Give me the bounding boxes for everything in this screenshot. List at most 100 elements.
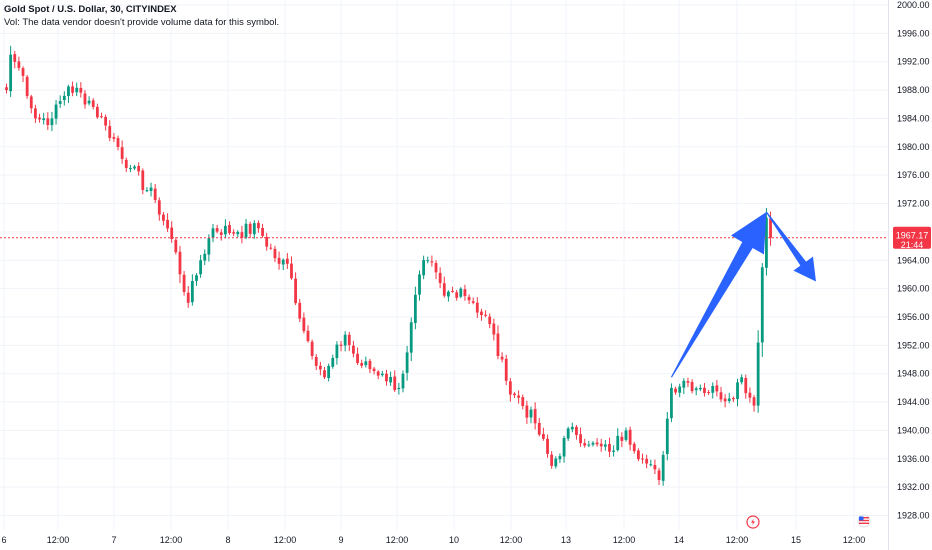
candle-down bbox=[17, 61, 21, 68]
candle-down bbox=[703, 387, 706, 393]
candle-down bbox=[219, 232, 223, 235]
candle-down bbox=[686, 381, 690, 383]
candle-up bbox=[397, 387, 401, 390]
candle-up bbox=[129, 168, 132, 170]
candle-up bbox=[711, 386, 715, 393]
candle-down bbox=[38, 117, 41, 120]
price-tag-countdown: 21:44 bbox=[901, 240, 924, 250]
candle-up bbox=[612, 450, 616, 452]
arrow-up-annotation[interactable] bbox=[670, 212, 767, 378]
price-tick-label: 1944.00 bbox=[897, 397, 930, 407]
candle-down bbox=[120, 147, 124, 159]
time-tick-label: 10 bbox=[449, 535, 459, 545]
candle-down bbox=[356, 353, 359, 364]
candle-down bbox=[372, 368, 376, 372]
candle-down bbox=[438, 272, 442, 283]
candle-down bbox=[434, 262, 438, 273]
arrow-down-annotation[interactable] bbox=[765, 211, 816, 282]
candle-up bbox=[566, 428, 570, 439]
candle-up bbox=[211, 228, 215, 238]
candle-up bbox=[401, 373, 405, 389]
candle-down bbox=[170, 227, 174, 239]
candle-down bbox=[525, 405, 529, 418]
candle-down bbox=[769, 218, 772, 238]
candlestick-series bbox=[5, 45, 772, 486]
symbol-title[interactable]: Gold Spot / U.S. Dollar, 30, CITYINDEX bbox=[4, 4, 177, 15]
candle-down bbox=[21, 68, 25, 76]
candle-up bbox=[335, 344, 339, 359]
candle-up bbox=[331, 357, 335, 367]
candle-down bbox=[533, 409, 537, 424]
candle-up bbox=[570, 426, 574, 430]
candle-down bbox=[628, 429, 632, 445]
candle-up bbox=[42, 118, 46, 121]
candle-down bbox=[546, 438, 549, 454]
candle-down bbox=[186, 292, 190, 303]
time-tick-label: 12:00 bbox=[386, 535, 409, 545]
candle-up bbox=[459, 288, 463, 297]
chart-grid bbox=[0, 0, 888, 530]
price-axis[interactable]: 2000.00 1996.00 1992.00 1988.00 1984.00 1980.… bbox=[897, 0, 930, 521]
candle-down bbox=[310, 341, 314, 356]
candle-down bbox=[100, 116, 103, 118]
candle-up bbox=[380, 373, 384, 376]
us-flag-icon[interactable] bbox=[857, 514, 871, 528]
candle-down bbox=[471, 301, 475, 303]
price-tick-label: 1952.00 bbox=[897, 340, 930, 350]
price-tick-label: 1932.00 bbox=[897, 482, 930, 492]
candle-down bbox=[480, 311, 483, 316]
candle-down bbox=[79, 87, 83, 93]
candle-down bbox=[521, 397, 525, 407]
candle-down bbox=[302, 317, 306, 332]
candle-down bbox=[232, 232, 236, 234]
candle-down bbox=[517, 395, 521, 398]
price-tick-label: 1976.00 bbox=[897, 170, 930, 180]
volume-note: Vol: The data vendor doesn't provide vol… bbox=[4, 17, 280, 28]
time-tick-label: 12:00 bbox=[500, 535, 523, 545]
drawing-arrows[interactable] bbox=[670, 211, 816, 378]
candle-down bbox=[182, 274, 186, 292]
candle-down bbox=[731, 397, 735, 400]
candle-up bbox=[418, 274, 421, 295]
candle-down bbox=[579, 434, 582, 444]
candle-down bbox=[228, 225, 231, 234]
candle-down bbox=[385, 373, 388, 382]
candle-down bbox=[323, 370, 326, 378]
candle-down bbox=[707, 392, 710, 394]
lightning-event-icon[interactable] bbox=[746, 515, 760, 529]
candle-up bbox=[591, 442, 595, 445]
candle-down bbox=[257, 222, 260, 229]
candle-down bbox=[265, 236, 269, 247]
candle-up bbox=[62, 95, 66, 101]
candle-down bbox=[298, 302, 302, 319]
time-axis[interactable]: 6 12:00 7 12:00 8 12:00 9 12:00 10 12:00 13 12:00 14… bbox=[1, 535, 865, 545]
candle-down bbox=[657, 470, 661, 481]
candle-down bbox=[620, 436, 624, 441]
candle-up bbox=[422, 260, 426, 276]
candle-up bbox=[558, 456, 562, 460]
candle-up bbox=[405, 352, 409, 373]
candle-down bbox=[467, 296, 471, 301]
candle-down bbox=[537, 422, 541, 435]
candle-up bbox=[58, 101, 62, 104]
candle-up bbox=[9, 54, 13, 92]
candle-up bbox=[327, 365, 331, 378]
candle-up bbox=[665, 418, 669, 454]
candle-down bbox=[641, 458, 644, 460]
time-tick-label: 6 bbox=[1, 535, 6, 545]
candle-up bbox=[529, 409, 533, 418]
candle-down bbox=[162, 214, 165, 221]
candle-down bbox=[645, 458, 649, 464]
candle-down bbox=[269, 247, 273, 249]
candle-down bbox=[492, 323, 496, 335]
candle-down bbox=[360, 363, 364, 366]
candle-up bbox=[67, 86, 70, 97]
candle-up bbox=[389, 376, 392, 383]
candle-down bbox=[290, 263, 293, 279]
candle-down bbox=[108, 126, 112, 138]
candle-down bbox=[153, 188, 157, 200]
candle-down bbox=[261, 228, 264, 236]
candle-down bbox=[508, 381, 512, 395]
price-tick-label: 1972.00 bbox=[897, 199, 930, 209]
